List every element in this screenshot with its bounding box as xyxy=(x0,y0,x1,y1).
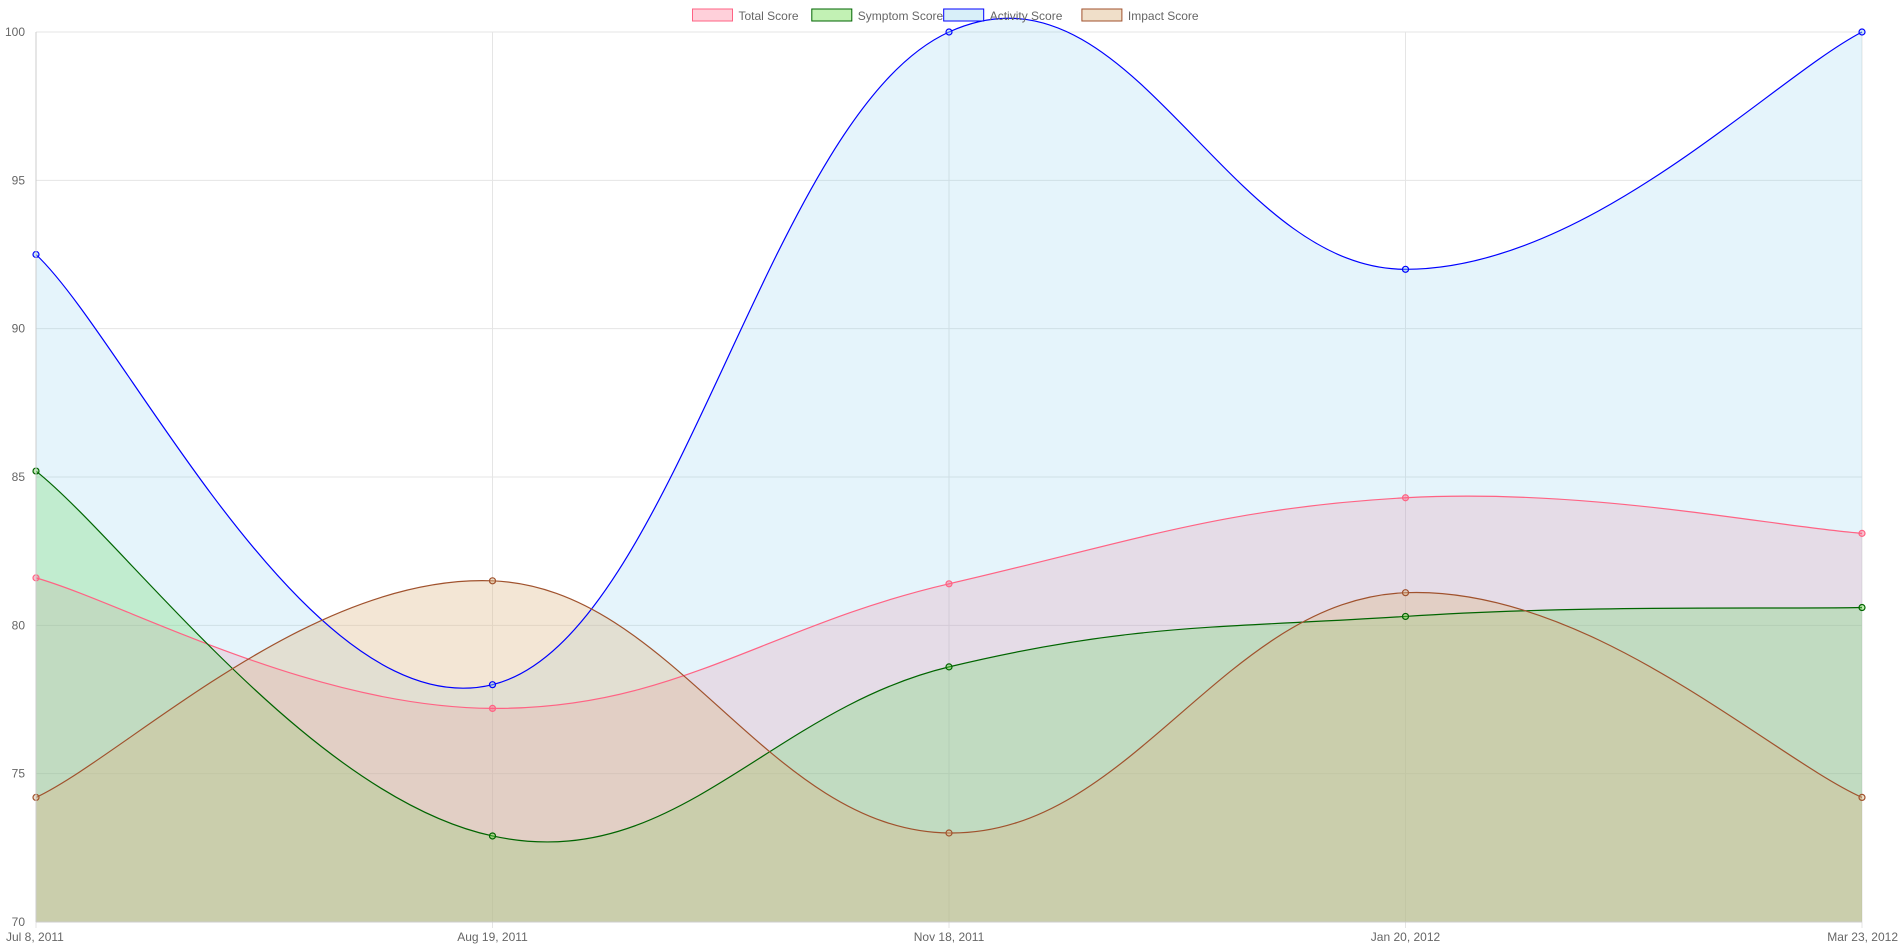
legend-item-impact-score[interactable]: Impact Score xyxy=(1081,8,1199,23)
series-lines xyxy=(35,17,1863,843)
y-tick-label: 75 xyxy=(12,767,26,781)
activity-score-area xyxy=(36,18,1862,922)
legend-swatch xyxy=(811,8,853,22)
legend-label: Activity Score xyxy=(990,9,1063,23)
total-score-point xyxy=(1858,529,1866,537)
x-tick-label: Mar 23, 2012 xyxy=(1827,930,1898,944)
y-tick-label: 70 xyxy=(12,915,26,929)
legend[interactable]: Total Score Symptom Score Activity Score Im… xyxy=(692,8,1199,23)
symptom-score-point xyxy=(1858,603,1866,612)
y-tick-label: 100 xyxy=(5,25,25,39)
y-tick-label: 90 xyxy=(12,322,26,336)
grid xyxy=(35,31,1863,928)
y-tick-label: 85 xyxy=(12,470,26,484)
impact-score-point xyxy=(1401,589,1410,597)
symptom-score-line xyxy=(35,470,1863,843)
x-tick-label: Nov 18, 2011 xyxy=(914,930,985,944)
total-score-point xyxy=(945,580,953,588)
activity-score-point xyxy=(945,28,953,36)
symptom-score-point xyxy=(488,832,497,840)
legend-item-total-score[interactable]: Total Score xyxy=(692,8,799,23)
symptom-score-area xyxy=(36,471,1862,922)
total-score-point xyxy=(1401,494,1410,502)
impact-score-area xyxy=(36,580,1862,922)
impact-score-line xyxy=(35,580,1863,834)
y-tick-label: 80 xyxy=(12,618,26,632)
legend-swatch xyxy=(943,8,985,22)
legend-label: Impact Score xyxy=(1128,9,1199,23)
series-areas xyxy=(36,18,1862,922)
total-score-point xyxy=(488,704,497,713)
legend-item-activity-score[interactable]: Activity Score xyxy=(943,8,1063,23)
impact-score-point xyxy=(488,577,497,585)
x-tick-label: Jan 20, 2012 xyxy=(1371,930,1441,944)
impact-score-point xyxy=(945,829,953,837)
activity-score-point xyxy=(1858,28,1866,36)
x-tick-label: Jul 8, 2011 xyxy=(6,930,64,944)
legend-swatch xyxy=(1081,8,1123,22)
activity-score-point xyxy=(1401,265,1410,273)
activity-score-line xyxy=(35,17,1863,689)
legend-label: Total Score xyxy=(739,9,799,23)
legend-swatch xyxy=(692,8,733,22)
x-tick-label: Aug 19, 2011 xyxy=(457,930,528,944)
activity-score-point xyxy=(488,681,497,689)
symptom-score-point xyxy=(1401,612,1410,621)
total-score-line xyxy=(35,495,1863,710)
legend-label: Symptom Score xyxy=(858,9,944,23)
symptom-score-point xyxy=(945,663,953,671)
impact-score-point xyxy=(1858,793,1866,802)
y-tick-label: 95 xyxy=(12,173,26,187)
legend-item-symptom-score[interactable]: Symptom Score xyxy=(811,8,944,23)
axes: 70 75 80 85 90 95 100 Jul 8, 2011 Aug 19, 2011 No… xyxy=(5,25,1898,944)
total-score-area xyxy=(36,496,1862,922)
